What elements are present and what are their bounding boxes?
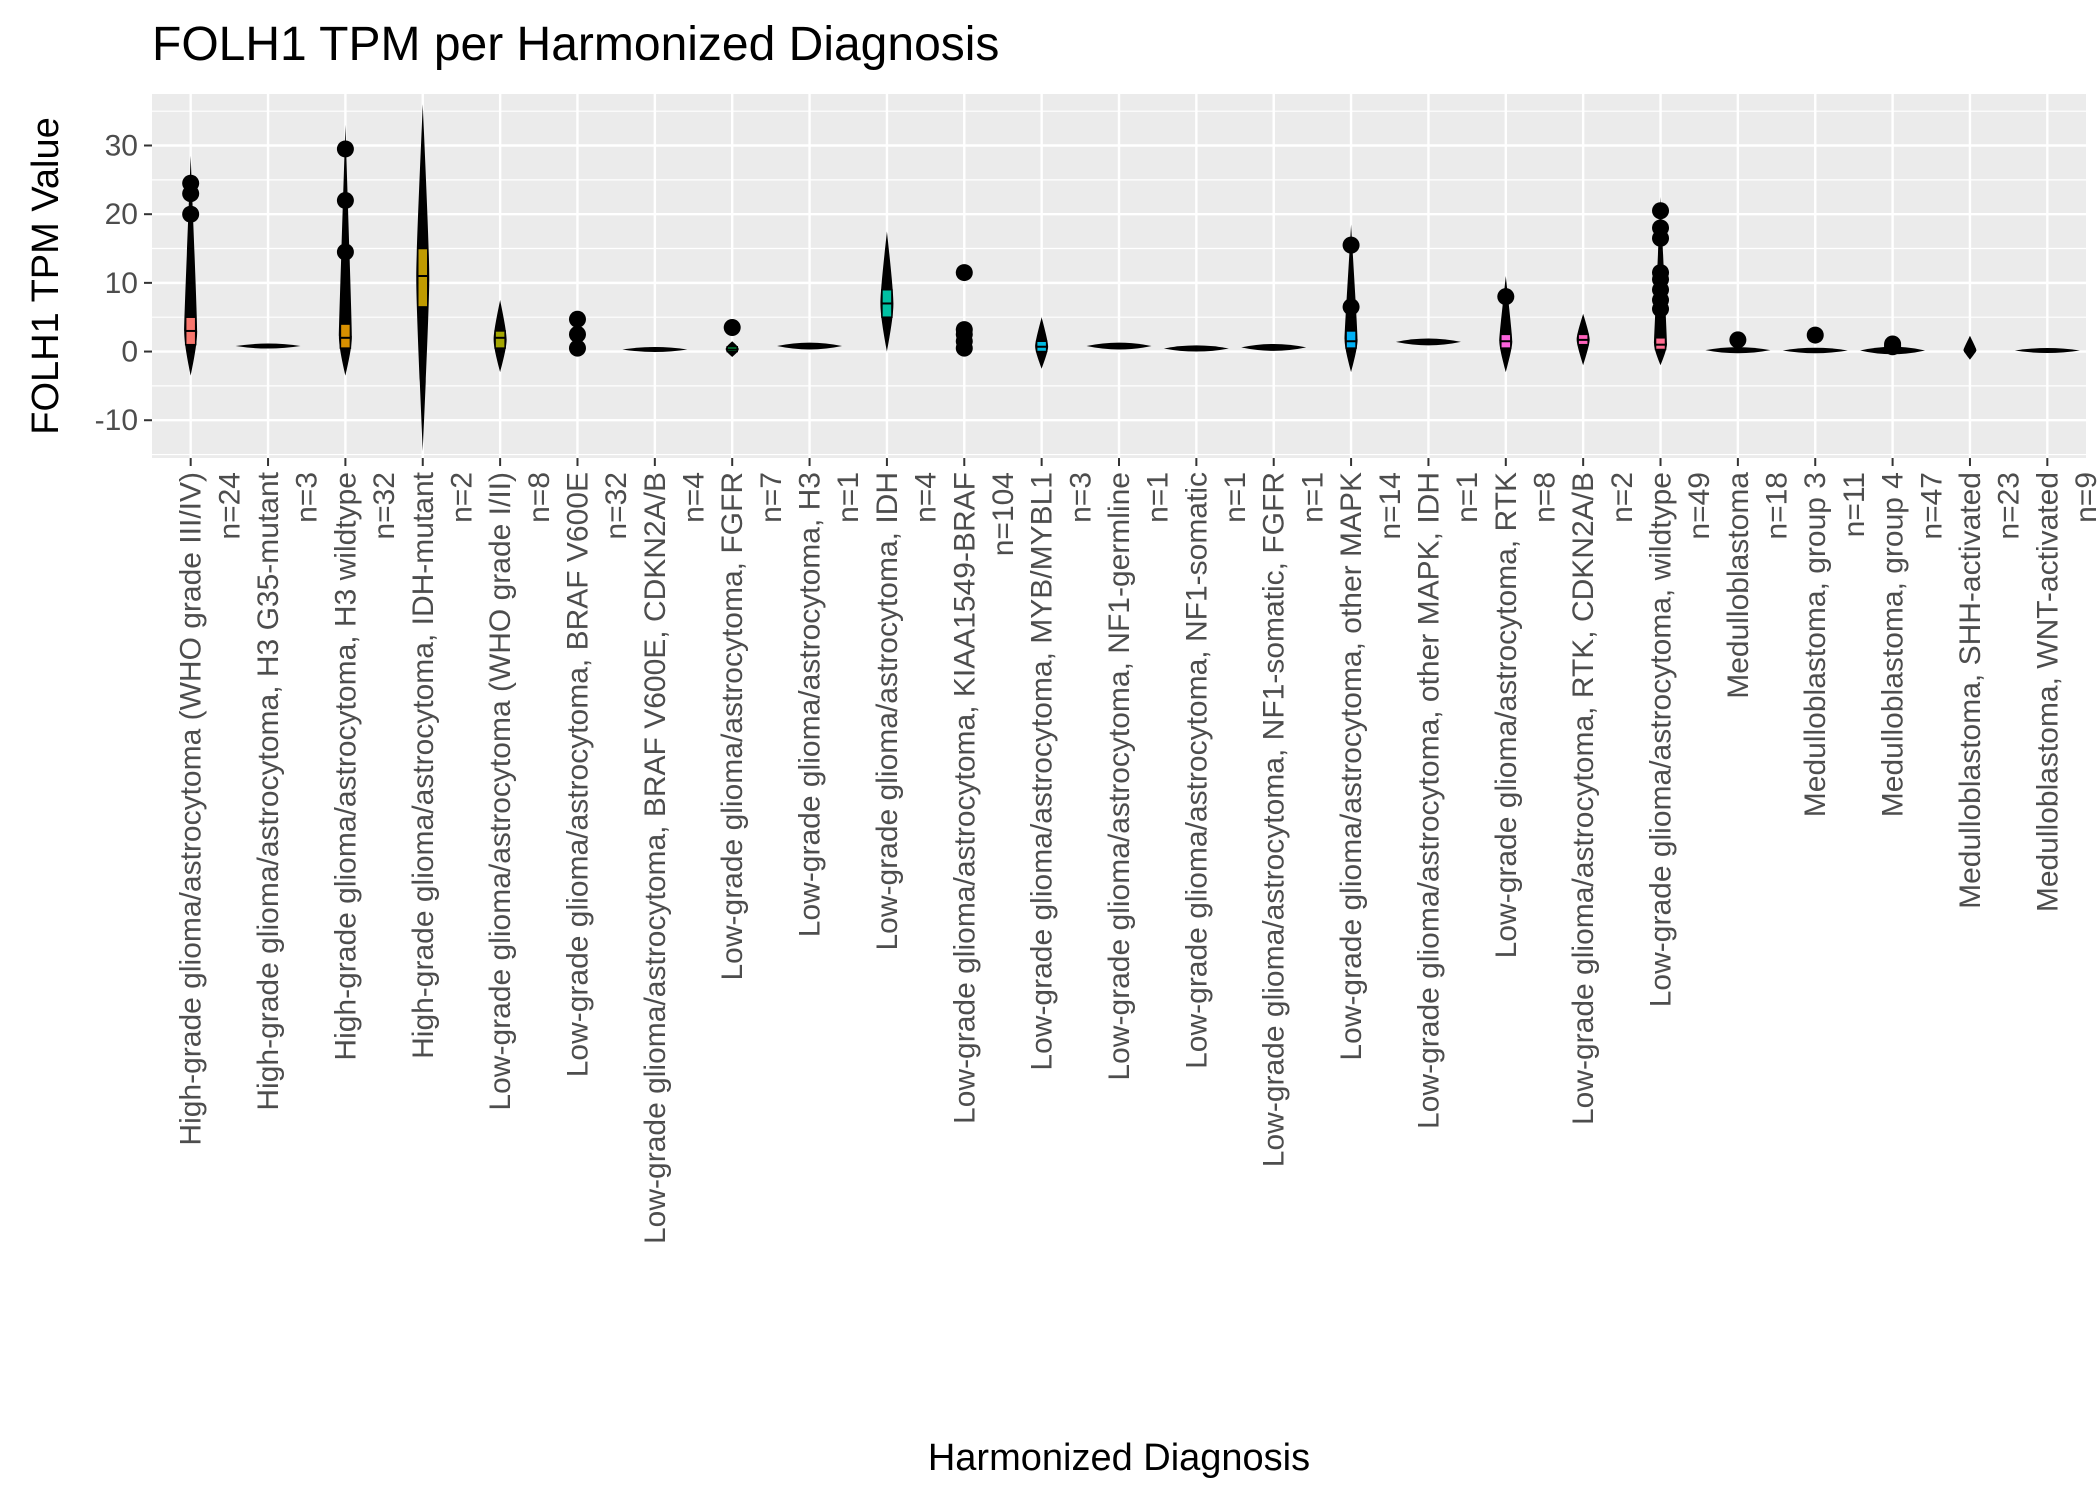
x-tick-label: Low-grade glioma/astrocytoma, H3 xyxy=(794,472,827,937)
x-tick-label: Low-grade glioma/astrocytoma, RTK, CDKN2… xyxy=(1567,472,1600,1125)
outlier-point xyxy=(1884,335,1902,353)
box xyxy=(1654,337,1667,351)
x-tick-label: Low-grade glioma/astrocytoma, MYB/MYBL1 xyxy=(1026,472,1059,1071)
sample-count-label: n=23 xyxy=(1993,472,2026,540)
sample-count-label: n=32 xyxy=(600,472,633,540)
chart-title: FOLH1 TPM per Harmonized Diagnosis xyxy=(152,18,999,71)
sample-count-label: n=1 xyxy=(832,472,865,523)
outlier-point xyxy=(1652,264,1670,282)
sample-count-label: n=1 xyxy=(1451,472,1484,523)
outlier-point xyxy=(955,321,973,339)
sample-count-label: n=47 xyxy=(1915,472,1948,540)
x-tick-label: Low-grade glioma/astrocytoma, NF1-germli… xyxy=(1103,472,1136,1081)
x-tick-label: Low-grade glioma/astrocytoma, other MAPK… xyxy=(1412,472,1445,1129)
chart-marks xyxy=(182,104,2080,452)
outlier-point xyxy=(568,325,586,343)
x-tick-label: Low-grade glioma/astrocytoma, NF1-somati… xyxy=(1258,472,1291,1167)
y-tick-label: -10 xyxy=(95,404,138,437)
box xyxy=(417,247,429,308)
box xyxy=(339,323,352,349)
sample-count-label: n=9 xyxy=(2070,472,2099,523)
outlier-point xyxy=(336,243,354,261)
sample-count-label: n=2 xyxy=(445,472,478,523)
x-tick-label: Low-grade glioma/astrocytoma, IDH xyxy=(871,472,904,951)
x-tick-label: High-grade glioma/astrocytoma (WHO grade… xyxy=(175,472,208,1146)
sample-count-label: n=14 xyxy=(1374,472,1407,540)
y-axis: -10 0 10 20 30 xyxy=(95,130,152,437)
sample-count-label: n=1 xyxy=(1219,472,1252,523)
outlier-point xyxy=(1342,236,1360,254)
outlier-point xyxy=(568,339,586,357)
x-tick-label: Low-grade glioma/astrocytoma, BRAF V600E xyxy=(561,472,594,1077)
outlier-point xyxy=(1342,298,1360,316)
sample-count-label: n=4 xyxy=(678,472,711,523)
x-tick-label: Low-grade glioma/astrocytoma, KIAA1549-B… xyxy=(948,472,981,1124)
x-tick-label: High-grade glioma/astrocytoma, IDH-mutan… xyxy=(407,471,440,1059)
outlier-point xyxy=(1729,331,1747,349)
x-tick-label: High-grade glioma/astrocytoma, H3 wildty… xyxy=(329,472,362,1061)
outlier-point xyxy=(723,319,741,337)
x-tick-label: High-grade glioma/astrocytoma, H3 G35-mu… xyxy=(252,471,285,1110)
sample-count-label: n=18 xyxy=(1761,472,1794,540)
y-tick-label: 10 xyxy=(105,267,138,300)
x-tick-label: Low-grade glioma/astrocytoma, NF1-somati… xyxy=(1180,472,1213,1069)
x-tick-label: Medulloblastoma, SHH-activated xyxy=(1954,472,1987,909)
sample-count-label: n=8 xyxy=(1528,472,1561,523)
outlier-point xyxy=(1497,288,1515,306)
sample-count-label: n=11 xyxy=(1838,472,1871,537)
sample-count-label: n=3 xyxy=(1064,472,1097,523)
sample-count-label: n=32 xyxy=(368,472,401,540)
y-tick-label: 20 xyxy=(105,198,138,231)
outlier-point xyxy=(182,174,200,192)
sample-count-label: n=1 xyxy=(1296,472,1329,523)
sample-count-label: n=4 xyxy=(910,472,943,523)
y-tick-label: 0 xyxy=(121,336,138,369)
outlier-point xyxy=(1652,219,1670,237)
sample-count-label: n=1 xyxy=(1142,472,1175,523)
x-tick-label: Low-grade glioma/astrocytoma, RTK xyxy=(1490,472,1523,958)
sample-count-label: n=8 xyxy=(523,472,556,523)
outlier-point xyxy=(955,264,973,282)
outlier-point xyxy=(336,191,354,209)
grid-lines xyxy=(152,94,2086,458)
box xyxy=(1345,330,1357,349)
x-axis: High-grade glioma/astrocytoma (WHO grade… xyxy=(175,458,2099,1244)
x-tick-label: Medulloblastoma, group 4 xyxy=(1877,472,1910,817)
outlier-point xyxy=(182,205,200,223)
sample-count-label: n=3 xyxy=(291,472,324,523)
sample-count-label: n=2 xyxy=(1606,472,1639,523)
sample-count-label: n=24 xyxy=(213,472,246,540)
outlier-point xyxy=(568,310,586,328)
sample-count-label: n=49 xyxy=(1683,472,1716,540)
y-axis-title: FOLH1 TPM Value xyxy=(25,117,67,435)
x-tick-label: Low-grade glioma/astrocytoma, FGFR xyxy=(716,472,749,981)
sample-count-label: n=7 xyxy=(755,472,788,523)
x-tick-label: Medulloblastoma, WNT-activated xyxy=(2031,472,2064,912)
x-tick-label: Low-grade glioma/astrocytoma, wildtype xyxy=(1645,472,1678,1007)
outlier-point xyxy=(336,140,354,158)
outlier-point xyxy=(1652,202,1670,220)
box xyxy=(494,330,506,349)
x-tick-label: Medulloblastoma xyxy=(1722,472,1755,699)
x-tick-label: Low-grade glioma/astrocytoma (WHO grade … xyxy=(484,472,517,1111)
x-axis-title: Harmonized Diagnosis xyxy=(928,1437,1310,1479)
sample-count-label: n=104 xyxy=(987,472,1020,556)
x-tick-label: Medulloblastoma, group 3 xyxy=(1799,472,1832,817)
x-tick-label: Low-grade glioma/astrocytoma, other MAPK xyxy=(1335,472,1368,1061)
outlier-point xyxy=(1806,326,1824,344)
x-tick-label: Low-grade glioma/astrocytoma, BRAF V600E… xyxy=(639,472,672,1244)
y-tick-label: 30 xyxy=(105,130,138,163)
